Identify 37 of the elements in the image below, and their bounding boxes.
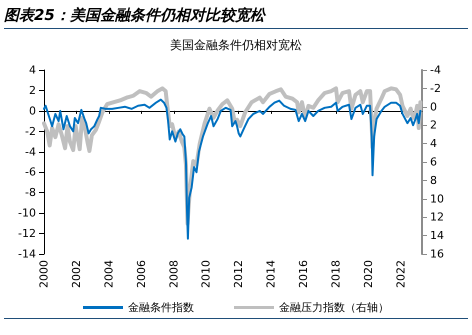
- legend-label: 金融条件指数: [128, 301, 194, 314]
- y-tick-label: -4: [25, 145, 36, 158]
- x-tick-label: 2022: [394, 260, 408, 288]
- y2-tick-label: 4: [430, 137, 437, 150]
- x-tick-label: 2012: [232, 260, 246, 288]
- x-tick-label: 2016: [297, 260, 310, 288]
- chart-title: 图表25：美国金融条件仍相对比较宽松: [4, 2, 468, 29]
- x-tick-label: 2000: [38, 260, 50, 288]
- y-tick-label: -6: [25, 166, 36, 179]
- y2-tick-label: 0: [430, 100, 437, 114]
- x-tick-label: 2004: [102, 260, 116, 288]
- x-tick-label: 2020: [362, 260, 375, 288]
- x-tick-label: 2010: [200, 260, 213, 288]
- y2-tick-label: 16: [430, 248, 444, 260]
- y-tick-label: -10: [18, 206, 36, 220]
- y-tick-label: 2: [29, 84, 36, 97]
- y2-tick-label: 6: [430, 156, 437, 168]
- y-tick-label: 4: [29, 64, 36, 76]
- y-tick-label: -8: [25, 186, 36, 200]
- x-tick-label: 2006: [134, 260, 148, 288]
- x-tick-label: 2014: [264, 260, 278, 288]
- x-tick-label: 2002: [70, 260, 83, 288]
- y-tick-label: -14: [18, 248, 36, 260]
- y2-tick-label: 12: [430, 210, 444, 224]
- x-tick-label: 2008: [167, 260, 180, 288]
- y2-tick-label: -4: [430, 64, 441, 76]
- x-tick-label: 2018: [330, 260, 343, 288]
- y2-tick-label: 8: [430, 174, 437, 187]
- y-tick-label: -12: [18, 227, 36, 240]
- chart-subtitle: 美国金融条件仍相对宽松: [170, 38, 302, 52]
- y-tick-label: 0: [29, 104, 36, 118]
- y2-tick-label: 14: [430, 229, 444, 242]
- y-tick-label: -2: [25, 124, 36, 138]
- y2-tick-label: 2: [430, 118, 437, 132]
- y2-tick-label: 10: [430, 192, 444, 206]
- legend-label: 金融压力指数（右轴）: [279, 301, 389, 314]
- y2-tick-label: -2: [430, 82, 441, 95]
